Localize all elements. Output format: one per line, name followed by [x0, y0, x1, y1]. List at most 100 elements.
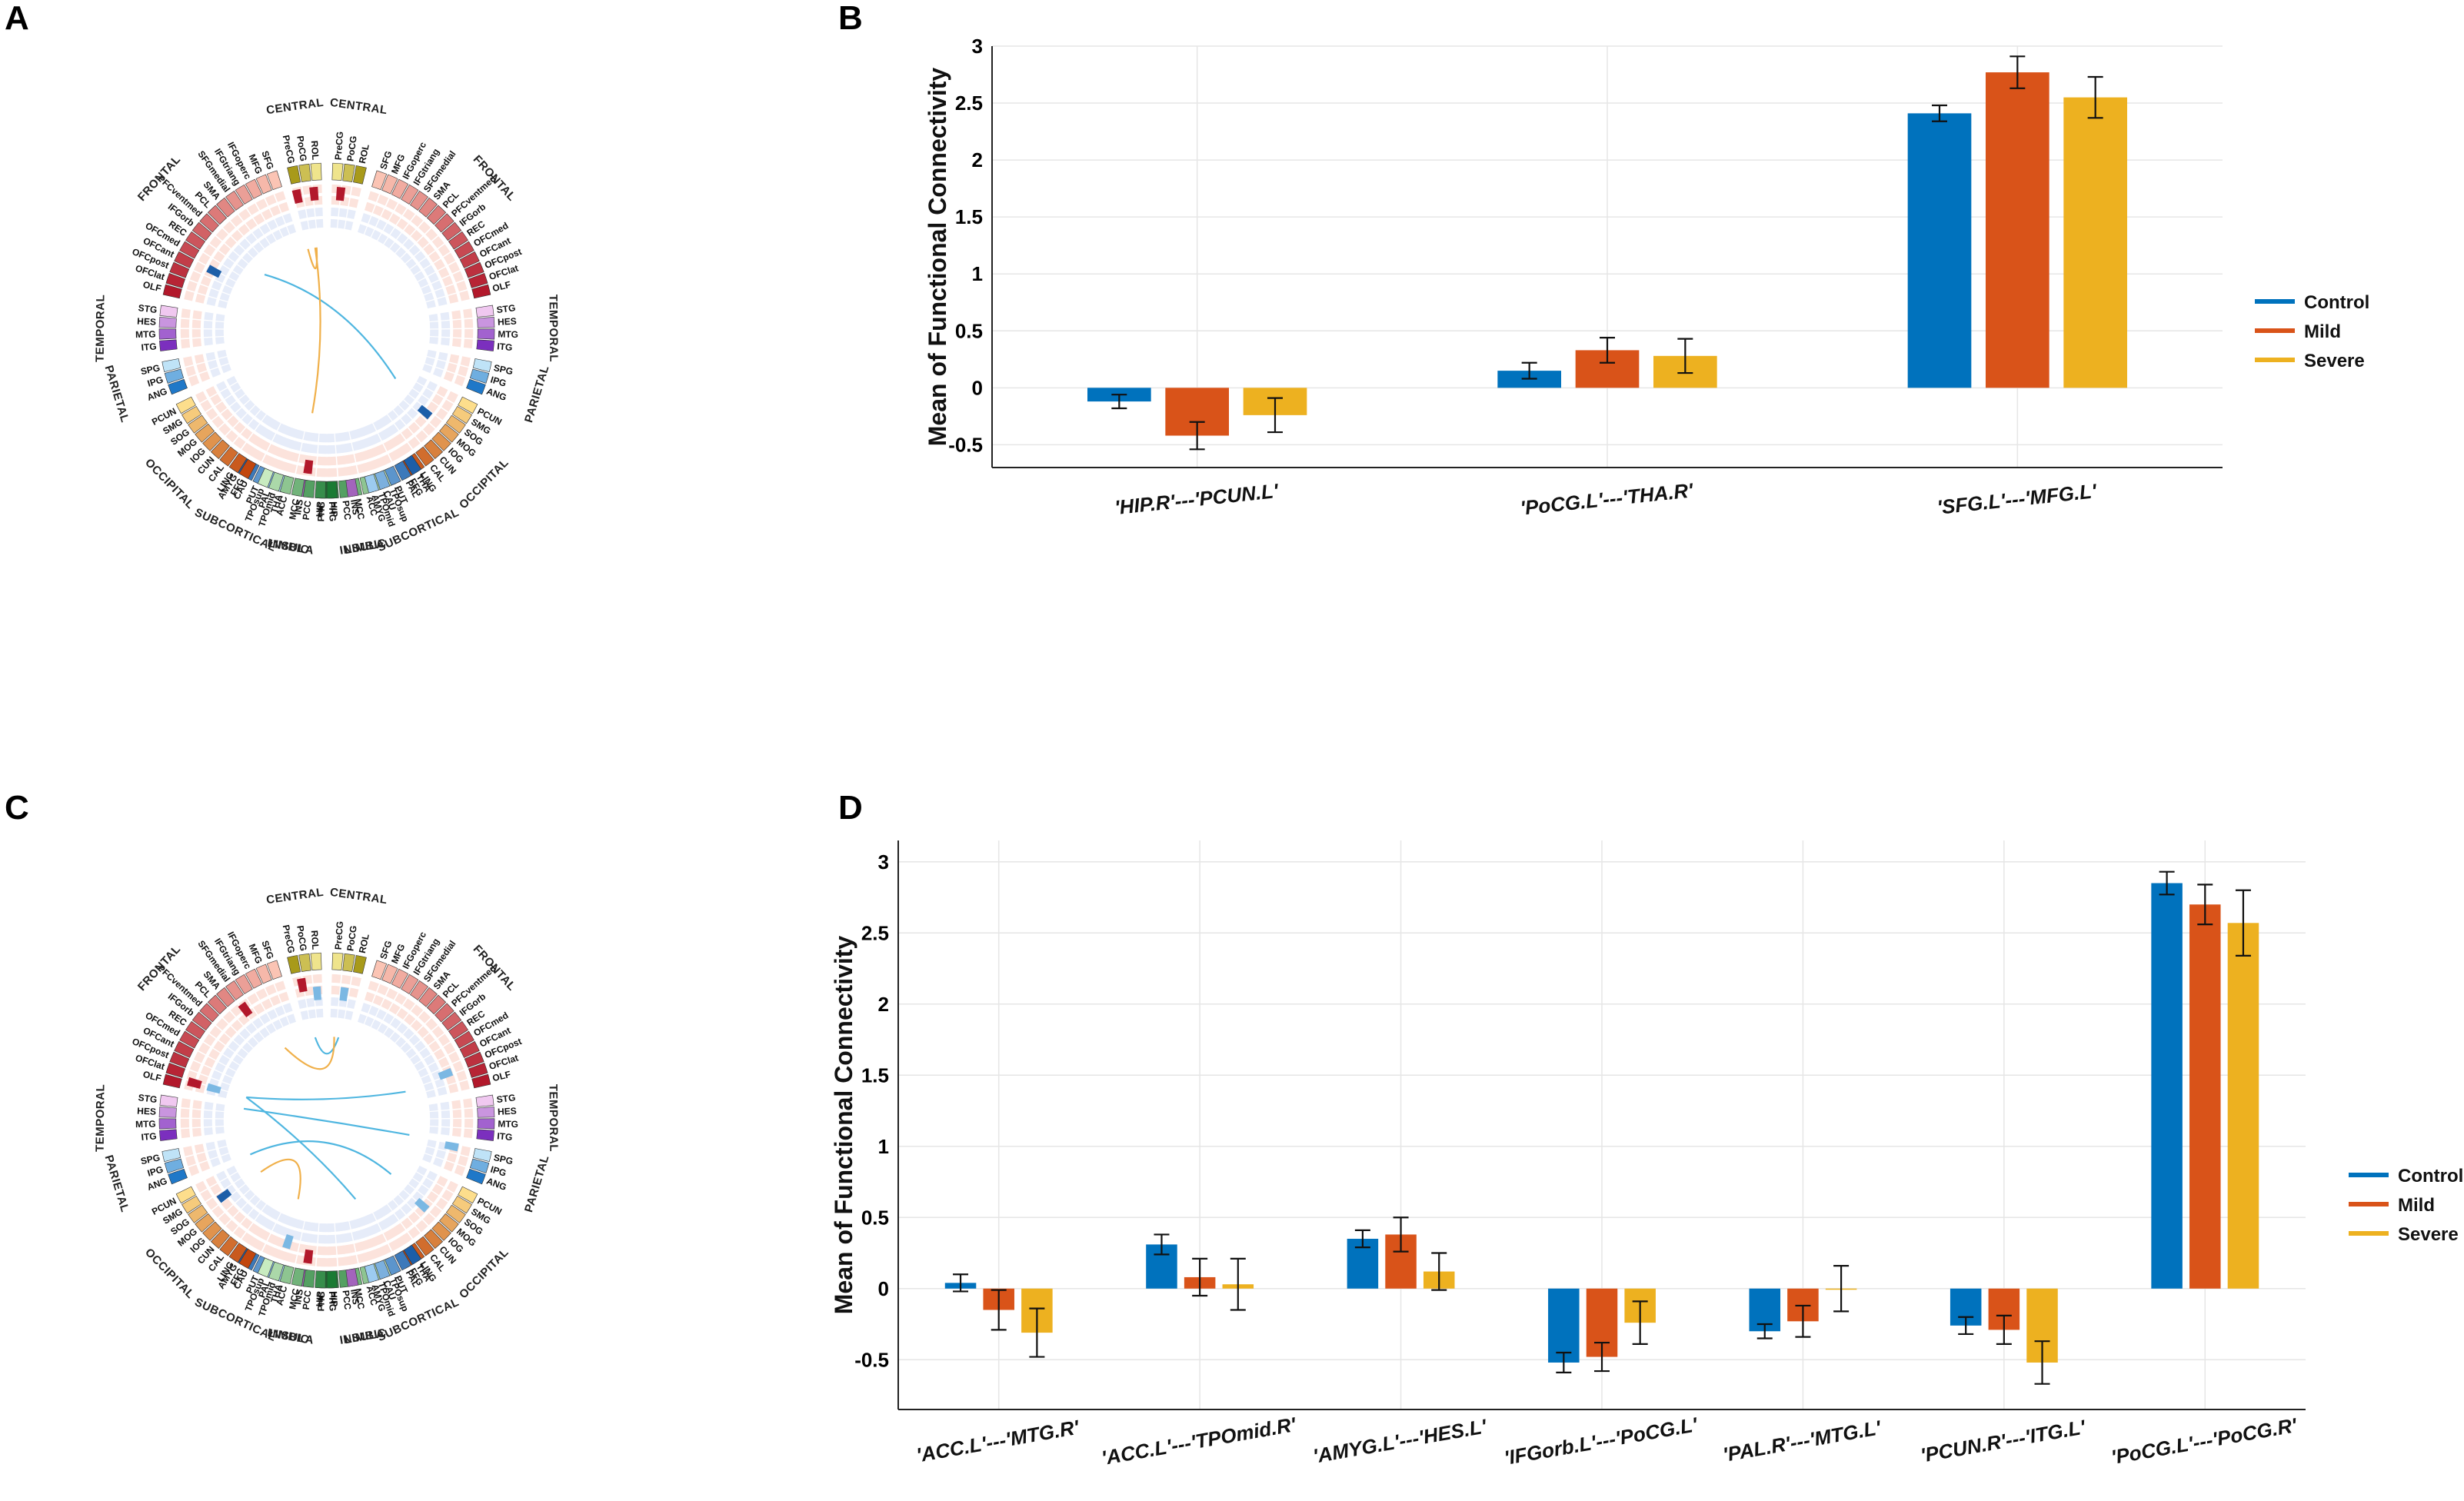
track-cell: [185, 1155, 196, 1167]
panel-letter-a: A: [5, 0, 29, 37]
node-arc: [159, 339, 178, 351]
connection-link: [307, 247, 318, 270]
track-cell: [180, 329, 190, 338]
track-cell: [203, 1110, 213, 1119]
track-cell: [276, 434, 287, 446]
node-arc: [302, 479, 315, 498]
node-arc: [165, 273, 186, 288]
node-arc: [451, 405, 473, 424]
track-cell: [338, 219, 346, 229]
track-cell: [384, 237, 395, 248]
node-arc: [188, 414, 208, 434]
connection-link: [246, 1090, 406, 1100]
track-cell: [237, 1048, 248, 1059]
node-label: PHG: [315, 501, 327, 521]
track-cell: [358, 224, 367, 235]
legend-label-severe: Severe: [2304, 351, 2365, 371]
node-label: ROL: [357, 933, 371, 954]
track-cell: [435, 1078, 445, 1088]
track-cell: [205, 1141, 216, 1151]
track-cell: [361, 213, 371, 224]
node-arc: [403, 454, 422, 475]
node-arc: [315, 1270, 326, 1289]
track-cell: [227, 415, 239, 428]
node-arc: [202, 1221, 222, 1241]
track-cell: [271, 445, 282, 457]
track-cell: [397, 1023, 408, 1034]
node-arc: [257, 468, 274, 488]
y-tick-label: 3: [972, 35, 983, 58]
track-cell: [266, 456, 278, 468]
node-arc: [415, 446, 435, 467]
track-cell: [233, 1034, 245, 1046]
track-cell: [315, 207, 323, 217]
track-cell: [452, 1119, 462, 1128]
track-cell: [373, 1209, 384, 1220]
track-cell: [359, 426, 369, 437]
track-cell: [211, 1205, 225, 1218]
track-cell: [388, 1200, 398, 1211]
node-arc: [225, 980, 244, 1000]
region-label-occipital: OCCIPITAL: [457, 1246, 511, 1301]
track-cell: [379, 1243, 391, 1256]
track-cell: [241, 1203, 253, 1215]
track-cell: [464, 318, 474, 328]
track-cell: [244, 400, 255, 411]
track-cell: [184, 290, 195, 301]
region-label-temporal: TEMPORAL: [546, 295, 560, 362]
track-cell: [394, 1208, 406, 1220]
panel-letter-d: D: [838, 789, 863, 827]
track-cell: [300, 1010, 309, 1020]
track-cell: [204, 337, 213, 346]
node-arc: [179, 1030, 200, 1049]
track-cell: [448, 293, 459, 304]
track-cell: [238, 224, 250, 236]
track-cell: [238, 394, 250, 405]
track-cell: [404, 1183, 415, 1195]
highlight-mark: [303, 459, 314, 474]
node-arc: [181, 405, 202, 424]
track-cell: [247, 203, 259, 215]
region-label-occipital: OCCIPITAL: [142, 456, 197, 511]
category-label: 'PCUN.R'---'ITG.L': [1919, 1415, 2088, 1466]
track-cell: [220, 388, 231, 399]
node-arc: [415, 1236, 435, 1256]
node-arc: [195, 423, 215, 443]
y-tick-label: 3: [878, 850, 889, 874]
node-arc: [302, 1269, 315, 1288]
node-arc: [255, 964, 272, 984]
track-cell: [361, 461, 372, 473]
track-cell: [377, 983, 389, 996]
y-tick-label: 1.5: [955, 205, 983, 228]
track-cell: [381, 998, 392, 1010]
track-cell: [241, 1217, 253, 1230]
track-cell: [432, 1157, 444, 1167]
track-cell: [235, 408, 247, 419]
node-label: PHG: [327, 501, 338, 521]
track-cell: [331, 207, 339, 217]
node-label: PoCG: [345, 135, 358, 162]
track-cell: [215, 1111, 225, 1119]
track-cell: [424, 1082, 435, 1091]
track-cell: [411, 1004, 424, 1017]
node-arc: [158, 328, 177, 340]
node-label: ROL: [357, 143, 371, 165]
node-label: SPG: [493, 1152, 514, 1167]
track-cell: [255, 424, 266, 435]
node-label: PoCG: [345, 925, 358, 952]
node-arc: [164, 368, 185, 384]
track-cell: [308, 219, 316, 229]
track-cell: [367, 448, 378, 459]
node-label: IPG: [146, 374, 165, 389]
node-arc: [466, 378, 486, 395]
track-cell: [192, 1100, 202, 1110]
track-cell: [233, 1211, 246, 1223]
track-cell: [211, 1070, 222, 1080]
node-arc: [371, 960, 388, 980]
track-cell: [193, 1051, 205, 1063]
node-label: PHG: [315, 1291, 327, 1311]
node-arc: [168, 378, 188, 395]
region-label-occipital: OCCIPITAL: [457, 456, 511, 511]
track-cell: [404, 1013, 416, 1026]
node-arc: [287, 165, 301, 185]
